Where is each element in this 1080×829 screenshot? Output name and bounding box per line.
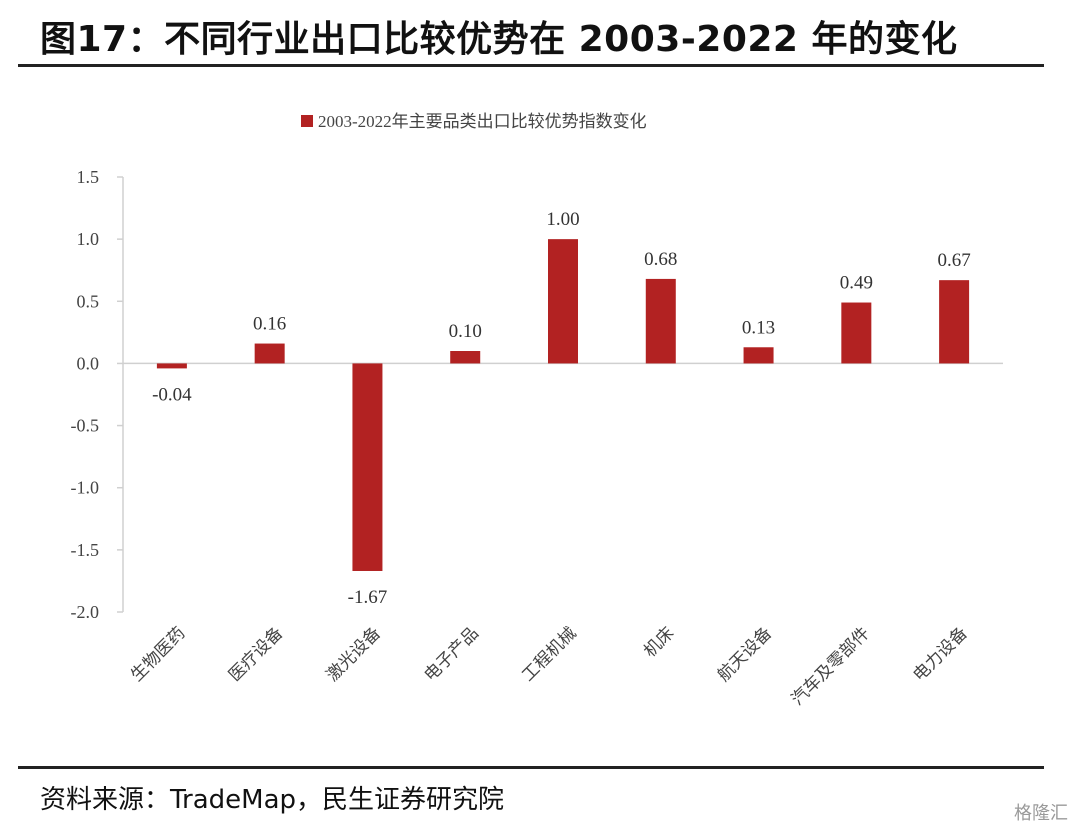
y-tick-label: 0.5 [77, 291, 100, 311]
x-tick-label: 激光设备 [323, 623, 385, 685]
header: 图17：不同行业出口比较优势在 2003-2022 年的变化 [0, 0, 1080, 70]
y-tick-label: 0.0 [77, 353, 100, 373]
y-tick-label: 1.5 [77, 167, 100, 187]
y-tick-label: -1.5 [71, 540, 100, 560]
legend-label: 2003-2022年主要品类出口比较优势指数变化 [318, 112, 647, 131]
y-tick-label: -1.0 [71, 478, 100, 498]
x-tick-label: 工程机械 [518, 623, 580, 685]
y-tick-label: -0.5 [71, 416, 100, 436]
legend-swatch [301, 115, 313, 127]
data-label: 1.00 [546, 209, 579, 230]
x-tick-label: 医疗设备 [225, 623, 287, 685]
data-label: 0.16 [253, 314, 286, 335]
data-label: -0.04 [152, 384, 192, 405]
bar-9 [939, 280, 970, 364]
y-tick-label: -2.0 [71, 602, 100, 622]
y-tick-label: 1.0 [77, 229, 100, 249]
x-tick-label: 生物医药 [127, 623, 189, 685]
bar-7 [743, 347, 774, 364]
data-label: -1.67 [348, 587, 388, 608]
bar-5 [548, 239, 578, 364]
x-tick-label: 汽车及零部件 [788, 623, 874, 709]
x-tick-label: 航天设备 [714, 623, 776, 685]
bar-6 [645, 278, 676, 364]
bar-8 [841, 302, 872, 364]
data-label: 0.49 [840, 273, 873, 294]
data-label: 0.68 [644, 249, 677, 270]
x-tick-label: 电力设备 [909, 623, 971, 685]
source-note: 资料来源：TradeMap，民生证券研究院 [40, 785, 505, 815]
footer-divider [18, 766, 1044, 769]
watermark: 格隆汇 [1014, 803, 1068, 824]
x-tick-label: 电子产品 [421, 623, 483, 685]
bar-chart: 2003-2022年主要品类出口比较优势指数变化 1.5 1.0 0.5 0.0 -0.5… [71, 112, 1003, 709]
bar-3 [352, 363, 383, 571]
data-label: 0.10 [449, 321, 482, 342]
bar-2 [254, 343, 285, 364]
data-label: 0.13 [742, 317, 775, 338]
figure-title: 图17：不同行业出口比较优势在 2003-2022 年的变化 [40, 19, 958, 60]
data-label: 0.67 [937, 250, 970, 271]
bar-4 [450, 351, 481, 364]
header-divider [18, 64, 1044, 67]
x-tick-label: 机床 [640, 623, 677, 660]
bar-1 [156, 363, 187, 369]
